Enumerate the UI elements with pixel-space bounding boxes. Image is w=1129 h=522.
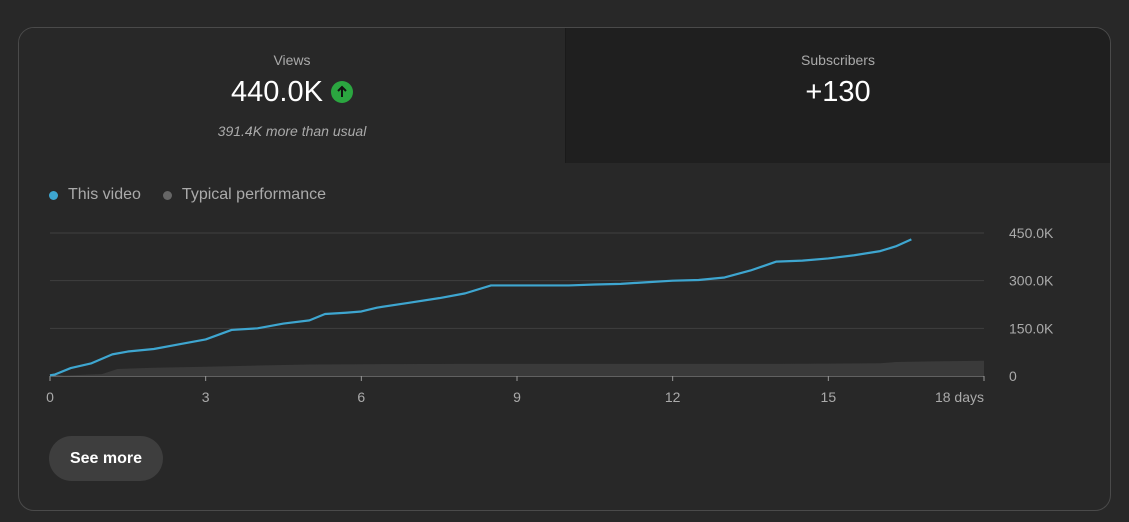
views-label: Views: [273, 52, 311, 68]
x-tick-label: 18 days: [935, 389, 984, 405]
typical-performance-area: [50, 360, 984, 376]
metric-tabs: Views 440.0K 391.4K more than usual Subs…: [19, 28, 1110, 163]
chart-legend: This video Typical performance: [49, 186, 348, 204]
tab-views[interactable]: Views 440.0K 391.4K more than usual: [19, 28, 566, 163]
x-tick-label: 0: [46, 389, 54, 405]
x-tick-label: 15: [821, 389, 837, 405]
views-chart: 0 150.0K 300.0K 450.0K 0 3 6 9 12 15 18 days: [46, 225, 1054, 405]
legend-dot-typical: [162, 190, 172, 200]
legend-label-typical: Typical performance: [181, 186, 326, 203]
x-tick-label: 9: [513, 389, 521, 405]
legend-label-this-video: This video: [68, 186, 141, 203]
y-tick-label: 0: [1009, 368, 1017, 384]
subscribers-value: +130: [805, 76, 871, 108]
legend-item-typical: Typical performance: [162, 186, 326, 204]
y-tick-label: 450.0K: [1009, 225, 1054, 241]
legend-dot-this-video: [49, 190, 58, 200]
arrow-up-icon: [330, 81, 353, 103]
views-comparison-note: 391.4K more than usual: [217, 123, 367, 139]
views-value-row: 440.0K: [19, 75, 565, 109]
y-tick-label: 150.0K: [1009, 320, 1054, 336]
legend-item-this-video: This video: [49, 186, 141, 204]
x-tick-label: 12: [665, 389, 681, 405]
subscribers-label: Subscribers: [801, 52, 875, 68]
x-tick-label: 3: [202, 389, 210, 405]
analytics-card: Views 440.0K 391.4K more than usual Subs…: [18, 27, 1111, 511]
tab-subscribers[interactable]: Subscribers +130: [566, 28, 1110, 163]
this-video-line: [49, 238, 912, 377]
subscribers-value-row: +130: [566, 75, 1110, 109]
y-tick-label: 300.0K: [1009, 273, 1054, 289]
views-value: 440.0K: [231, 76, 323, 108]
see-more-button[interactable]: See more: [49, 436, 163, 481]
x-tick-label: 6: [357, 389, 365, 405]
